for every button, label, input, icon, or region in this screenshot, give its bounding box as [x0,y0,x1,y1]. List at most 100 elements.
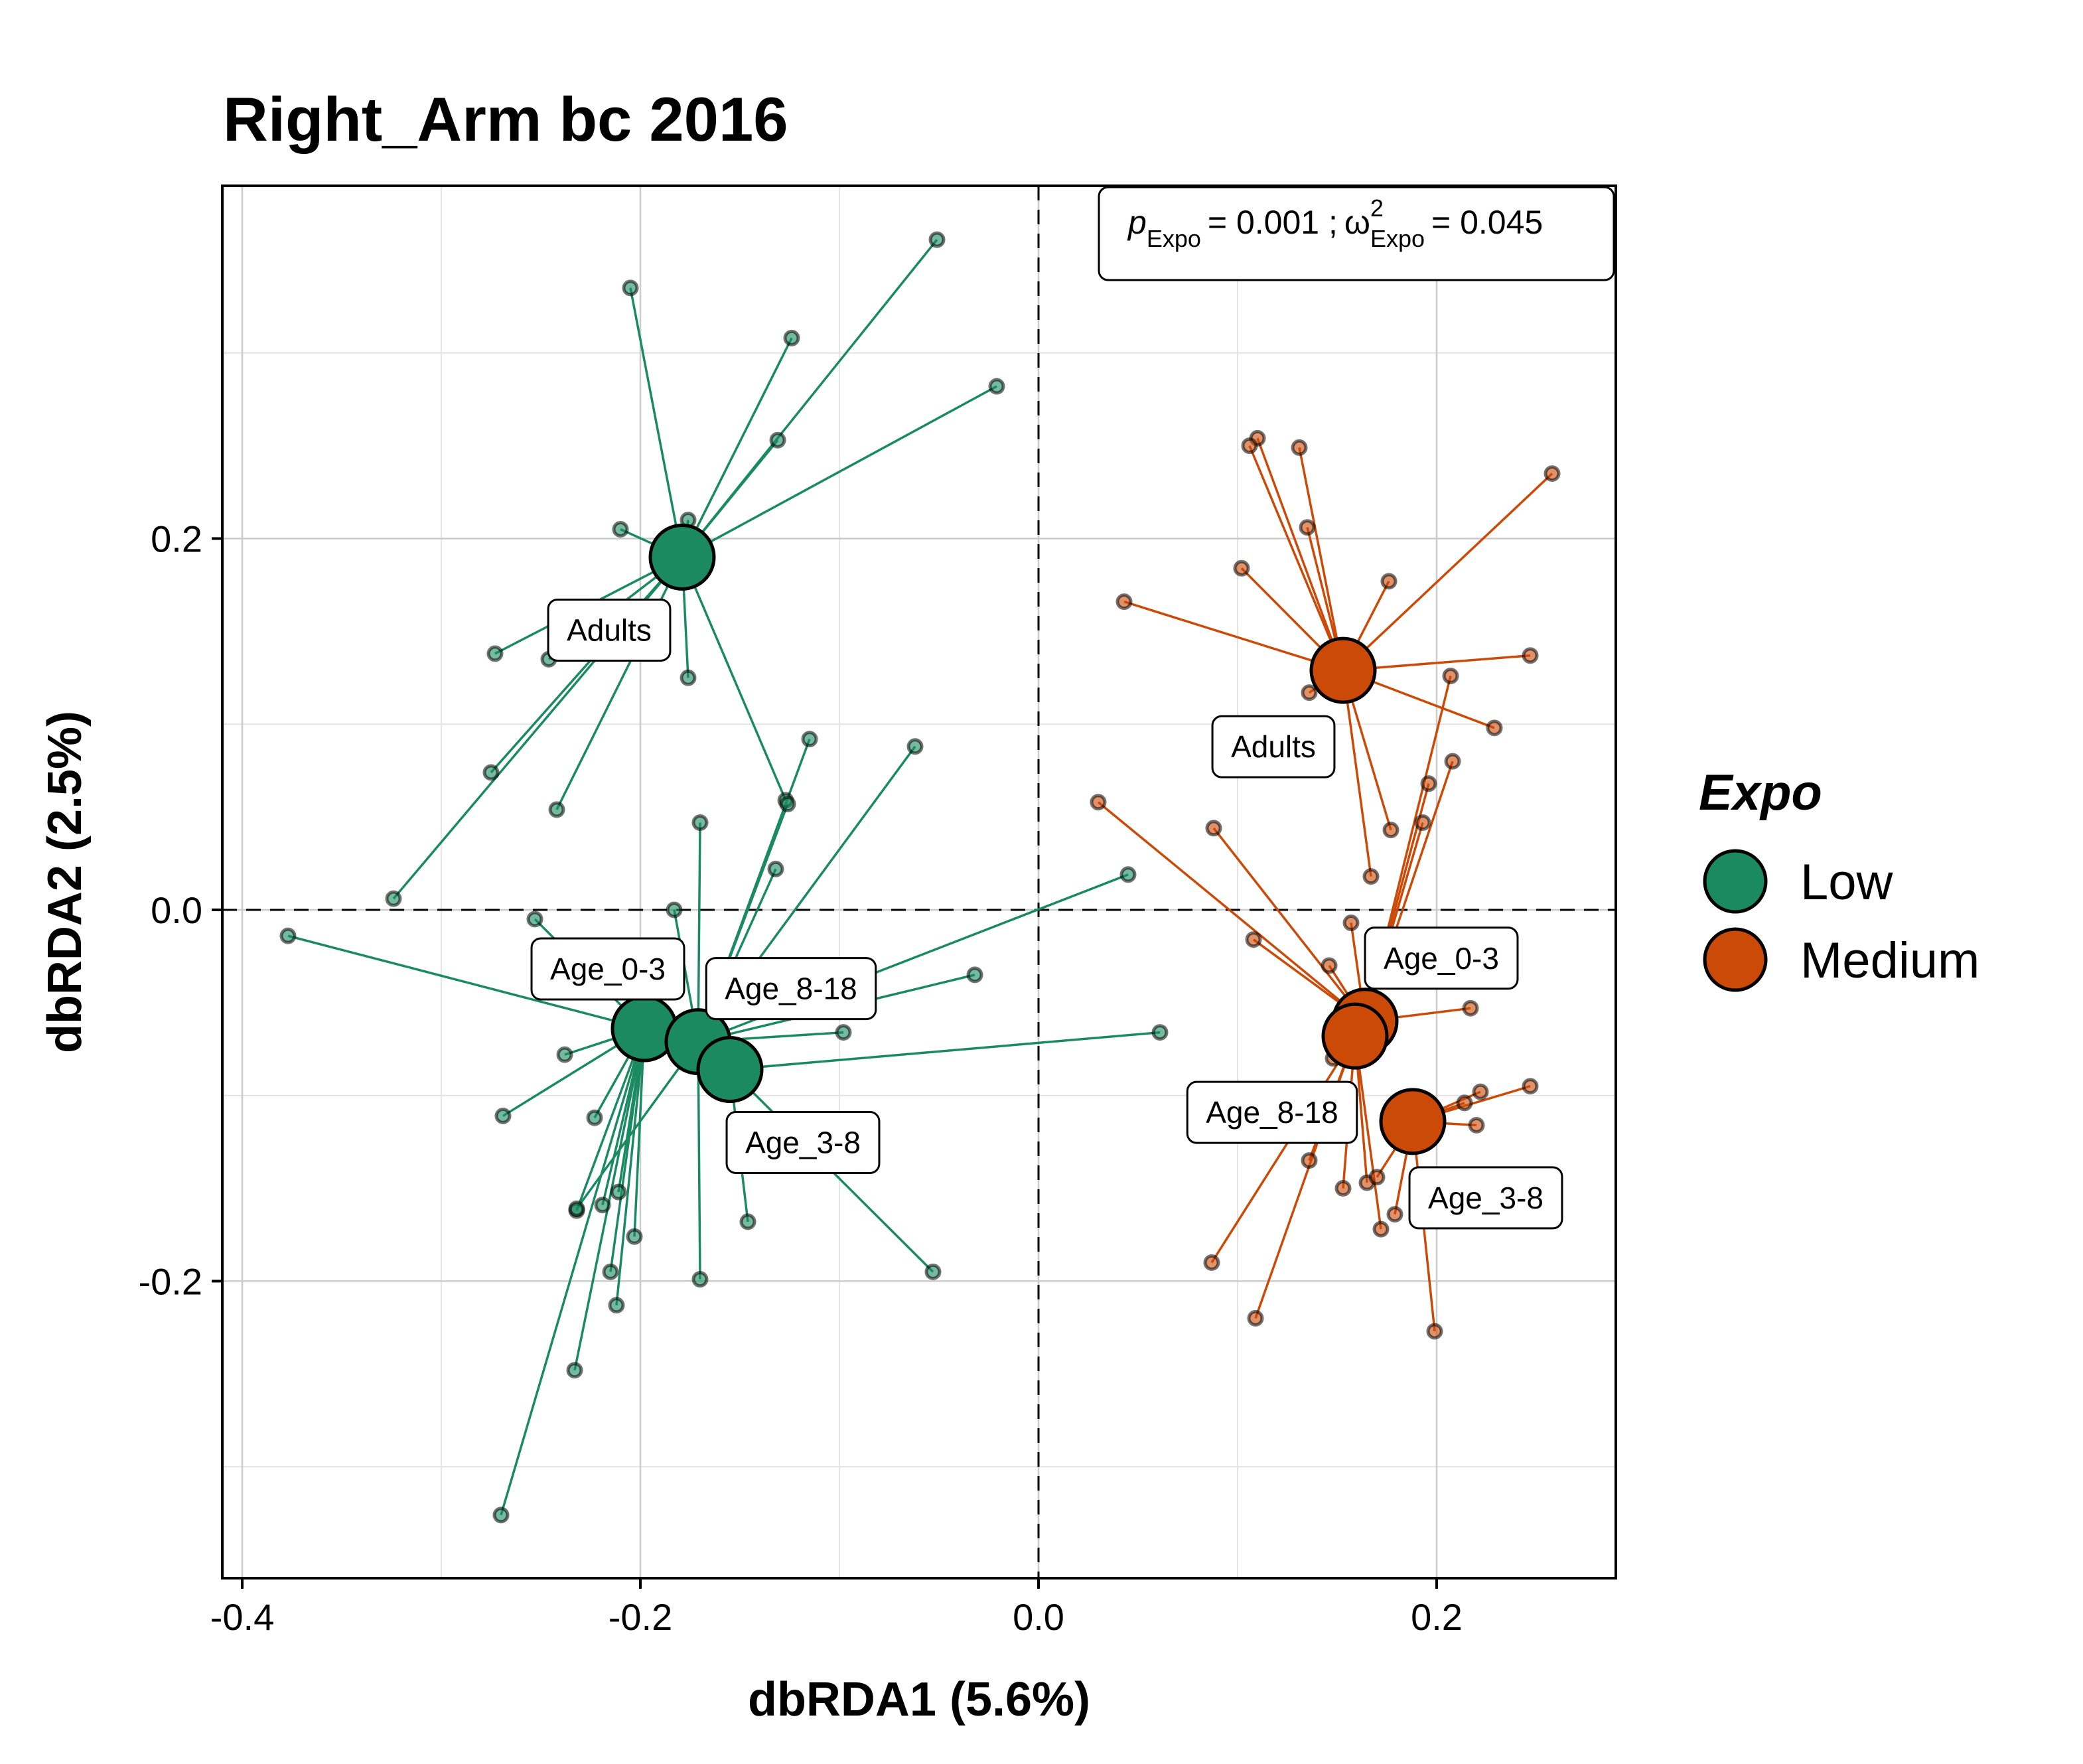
medium-sample-point [1380,573,1398,590]
low-sample-point [556,1046,573,1063]
low-segment [697,822,701,1042]
medium-segment [1342,473,1553,672]
centroid-label-box [547,598,672,662]
medium-sample-point [1203,1254,1220,1271]
low-sample-point [548,801,565,818]
centroid-label-box [1211,715,1336,778]
low-centroid [648,523,716,591]
reference-lines [222,186,1616,1578]
medium-sample-point [1442,667,1459,684]
medium-sample-point [1233,559,1250,577]
medium-sample-point [1334,1180,1352,1197]
low-sample-point [691,814,709,831]
y-tick-label: 0.2 [151,518,202,559]
centroid-label-box [705,957,877,1021]
medium-segment [1298,447,1344,671]
low-sample-point [626,1228,643,1245]
medium-sample-point [1301,684,1318,701]
low-sample-point [492,1507,510,1524]
medium-sample-point [1522,1078,1539,1095]
medium-sample-point [1426,1323,1443,1340]
centroid-labels: Adults Age_0-3 Age_8-18 Age_3-8 Adults Age_0-… [530,598,1563,1230]
medium-sample-point [1414,814,1431,831]
medium-sample-point [1321,957,1338,974]
medium-sample-point [1372,1220,1390,1238]
centroid-label-text: Age_8-18 [725,972,857,1006]
low-sample-point [783,329,800,346]
group-centroids [611,523,1447,1155]
low-sample-point [486,645,504,662]
low-sample-point [801,731,818,748]
medium-sample-point [1486,719,1503,737]
low-segment [287,934,645,1030]
medium-sample-point [1115,593,1133,611]
low-segment [729,1031,1161,1071]
legend-low-label: Low [1800,854,1894,911]
omega-superscript: 2 [1370,194,1384,222]
medium-sample-point [1468,1116,1485,1134]
low-segment [682,385,997,559]
low-sample-point [482,764,500,781]
low-segment [633,1028,646,1237]
low-sample-point [691,1271,709,1288]
medium-sample-point [1205,820,1222,837]
low-sample-point [494,1107,512,1124]
low-sample-point [385,890,402,907]
centroid-label-text: Adults [1231,729,1316,764]
medium-sample-point [1299,519,1316,536]
low-sample-point [622,279,639,297]
legend-item-low: Low [1703,849,1894,914]
centroid-label-box [725,1111,881,1175]
centroid-label-text: Age_0-3 [550,952,666,986]
low-segment [681,337,793,558]
low-segment [573,1028,646,1371]
omega-value: = 0.045 [1431,204,1543,241]
low-label-age-8-18: Age_8-18 [705,957,877,1021]
low-sample-point [666,901,683,919]
omega-subscript: Expo [1370,225,1425,252]
centroid-label-box [1364,926,1519,990]
medium-segment [1342,670,1372,877]
low-segment [575,1041,699,1210]
low-sample-point [1151,1024,1169,1041]
medium-centroid [1309,636,1377,704]
low-sample-point [279,927,297,944]
low-sample-point [526,911,543,928]
p-subscript: Expo [1147,225,1201,252]
stat-annotation-text: pExpo = 0.001 ; ω2 Expo = 0.045 [1127,194,1543,252]
low-sample-point [769,431,786,449]
low-sample-point [924,1263,942,1280]
low-sample-point [608,1297,625,1314]
medium-sample-point [1342,915,1360,932]
low-segment [629,287,683,557]
medium-sample-point [1241,437,1258,455]
low-sample-point [767,860,784,877]
low-sample-point [612,521,629,538]
x-tick-label: 0.2 [1411,1596,1463,1638]
y-tick-label: -0.2 [139,1260,203,1302]
low-segment [490,556,683,774]
low-sample-point [680,669,697,686]
low-sample-point [835,1024,852,1041]
medium-sample-point [1420,775,1437,792]
x-tick-label: 0.0 [1013,1596,1064,1638]
medium-centroid [1379,1088,1447,1155]
low-segment [609,1028,646,1272]
medium-sample-point [1301,1152,1318,1169]
medium-label-age-0-3: Age_0-3 [1364,926,1519,990]
medium-segment [1123,600,1344,672]
low-segment [681,556,787,801]
medium-sample-point [1386,1206,1403,1223]
legend-low-key [1703,849,1768,914]
centroid-label-text: Age_3-8 [745,1126,861,1160]
medium-sample-point [1090,794,1107,811]
medium-sample-point [1462,999,1479,1017]
low-label-age-3-8: Age_3-8 [725,1111,881,1175]
medium-sample-point [1245,931,1262,948]
low-sample-point [594,1197,611,1214]
centroid-label-box [1408,1166,1563,1230]
low-sample-point [586,1109,603,1126]
low-sample-point [966,966,983,984]
centroid-label-box [530,937,685,1001]
